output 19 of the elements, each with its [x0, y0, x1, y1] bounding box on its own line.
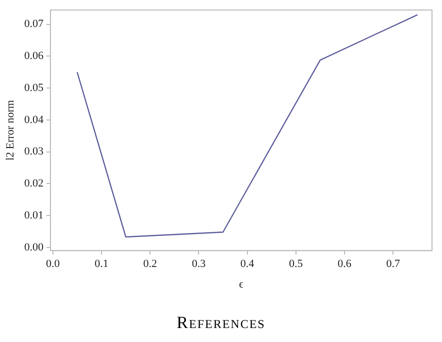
x-tick-label: 0.7	[386, 258, 400, 270]
x-axis-title: ϵ	[239, 278, 244, 290]
y-tick-label: 0.03	[24, 146, 44, 158]
y-tick-label: 0.07	[24, 18, 44, 30]
x-tick-label: 0.3	[192, 258, 206, 270]
text: References	[176, 313, 266, 333]
x-tick-label: 0.0	[46, 258, 60, 270]
y-tick-label: 0.02	[24, 178, 44, 190]
y-tick-label: 0.05	[24, 82, 44, 94]
y-tick-label: 0.01	[24, 209, 44, 222]
y-tick-label: 0.04	[24, 114, 44, 126]
y-axis-title: l2 Error norm	[4, 100, 16, 161]
y-tick-label: 0.00	[24, 241, 44, 254]
x-tick-label: 0.5	[289, 258, 304, 270]
x-tick-label: 0.4	[240, 258, 255, 270]
x-tick-label: 0.6	[338, 258, 352, 270]
x-tick-label: 0.2	[143, 258, 157, 270]
x-tick-label: 0.1	[94, 258, 108, 270]
y-tick-label: 0.06	[24, 50, 44, 62]
